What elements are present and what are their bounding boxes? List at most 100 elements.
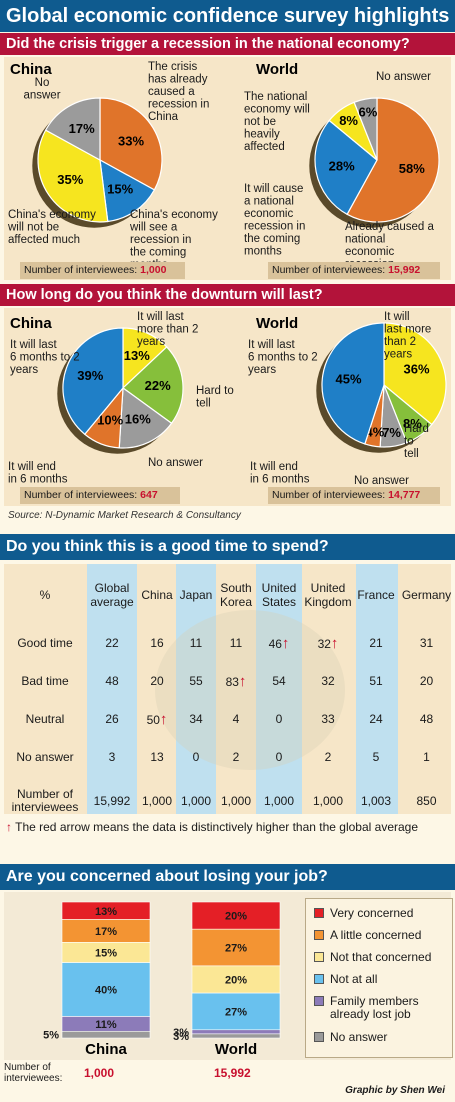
table-cell: 1,000 [256, 776, 302, 826]
bar-segment [191, 1033, 281, 1039]
slice-category-label: It will end in 6 months [250, 461, 310, 486]
col-header: China [141, 588, 173, 602]
segment-value-label: 5% [43, 1030, 59, 1042]
table-cell: 1,003 [354, 776, 398, 826]
table-cell: 0 [176, 738, 216, 776]
slice-category-label: It will last more than 2 years [384, 311, 431, 361]
cell-value: 0 [275, 750, 283, 764]
table-cell: 20 [398, 662, 455, 700]
col-header: Global average [90, 581, 134, 609]
slice-category-label: It will cause a national economic recession… [244, 183, 305, 258]
stacked-bar-world: 20% 27% 20% 27% 3%3% World [173, 901, 281, 1058]
cell-value: 26 [105, 712, 119, 726]
cell-value: 55 [189, 674, 203, 688]
pie-slice [353, 97, 378, 161]
slice-value-label: 7% [382, 425, 401, 440]
pie-slice [118, 386, 173, 449]
cell-value: 16 [150, 636, 164, 650]
pie-slice [346, 97, 440, 223]
slice-category-label: No answer [148, 457, 203, 469]
segment-value-label: 40% [95, 985, 117, 997]
cell-value: 21 [369, 636, 383, 650]
cell-value: 48 [419, 712, 434, 726]
cell-value: 2 [324, 750, 332, 764]
segment-value-label: 11% [95, 1019, 117, 1031]
slice-category-label: It will last 6 months to 2 years [10, 339, 80, 376]
col-header: France [357, 588, 395, 602]
slice-category-label: It will last more than 2 years [137, 311, 198, 348]
legend-label: Very concerned [330, 906, 414, 920]
job-world-count: 15,992 [214, 1066, 251, 1080]
legend-label: Not that concerned [330, 950, 432, 964]
slice-value-label: 22% [145, 378, 171, 393]
cell-value: 0 [275, 712, 283, 726]
job-china-count: 1,000 [84, 1066, 115, 1080]
pie-slice [314, 119, 378, 216]
table-cell: 11 [216, 624, 256, 662]
table-cell: 1,000 [176, 776, 216, 826]
table-cell: 32 [302, 662, 354, 700]
slice-value-label: 33% [118, 134, 144, 149]
legend-label: No answer [330, 1030, 388, 1044]
col-header: Japan [179, 588, 213, 602]
table-cell: 2 [302, 738, 354, 776]
segment-value-label: 13% [95, 906, 117, 918]
segment-value-label: 20% [225, 975, 247, 987]
section-spend-title: Do you think this is a good time to spen… [0, 534, 455, 560]
table-cell: 26 [86, 700, 138, 738]
legend-swatch [314, 930, 324, 940]
slice-value-label: 39% [77, 368, 103, 383]
slice-value-label: 17% [69, 121, 95, 136]
slice-value-label: 8% [403, 416, 422, 431]
legend-swatch [314, 974, 324, 984]
section-recession-title: Did the crisis trigger a recession in th… [0, 33, 455, 55]
pie-chart-name: World [256, 61, 298, 78]
pie-recession-china: 33% 15% 35% 17% China The crisis has already ca… [7, 61, 218, 271]
pie-slice [99, 97, 163, 191]
table-cell: 16 [138, 624, 176, 662]
table-cell: 22 [86, 624, 138, 662]
cell-value: 2 [232, 750, 240, 764]
slice-category-label: Hard to tell [404, 423, 429, 460]
table-cell: 48 [398, 700, 455, 738]
slice-value-label: 6% [359, 105, 378, 120]
red-arrow-icon: ↑ [330, 634, 339, 652]
bar-segment [191, 928, 281, 967]
table-row: No answer 3 13 0 2 0 2 5 1 [4, 738, 455, 776]
cell-value: 1,000 [180, 794, 212, 808]
slice-value-label: 45% [335, 371, 361, 386]
slice-value-label: 10% [97, 412, 123, 427]
table-cell: 0 [256, 738, 302, 776]
cell-value: 850 [416, 794, 437, 808]
segment-value-label: 20% [225, 911, 247, 923]
table-cell: 1 [398, 738, 455, 776]
segment-value-label: 27% [225, 943, 247, 955]
spend-table: % Global average China Japan South Korea… [4, 566, 455, 826]
cell-value: 83 [225, 674, 239, 689]
table-cell: 20 [138, 662, 176, 700]
row-label: Good time [17, 636, 73, 650]
table-cell: 24 [354, 700, 398, 738]
table-cell: 2 [216, 738, 256, 776]
arrow-note: ↑ The red arrow means the data is distin… [6, 820, 419, 834]
table-cell: 5 [354, 738, 398, 776]
table-cell: 1,000 [138, 776, 176, 826]
slice-value-label: 36% [403, 362, 429, 377]
legend-swatch [314, 952, 324, 962]
row-label: No answer [16, 750, 74, 764]
pie-chart-name: China [10, 61, 52, 78]
cell-value: 13 [150, 750, 164, 764]
table-cell: 50↑ [138, 700, 176, 738]
red-arrow-icon: ↑ [281, 634, 290, 652]
slice-category-label: It will end in 6 months [8, 461, 68, 486]
pie-slice [62, 327, 124, 436]
cell-value: 20 [419, 674, 434, 688]
cell-value: 1,000 [263, 794, 295, 808]
legend-swatch [314, 1032, 324, 1042]
slice-category-label: The crisis has already caused a recession i… [148, 61, 209, 123]
bar-segment [61, 962, 151, 1017]
cell-value: 31 [419, 636, 434, 650]
row-label: Bad time [21, 674, 69, 688]
table-cell: 0 [256, 700, 302, 738]
